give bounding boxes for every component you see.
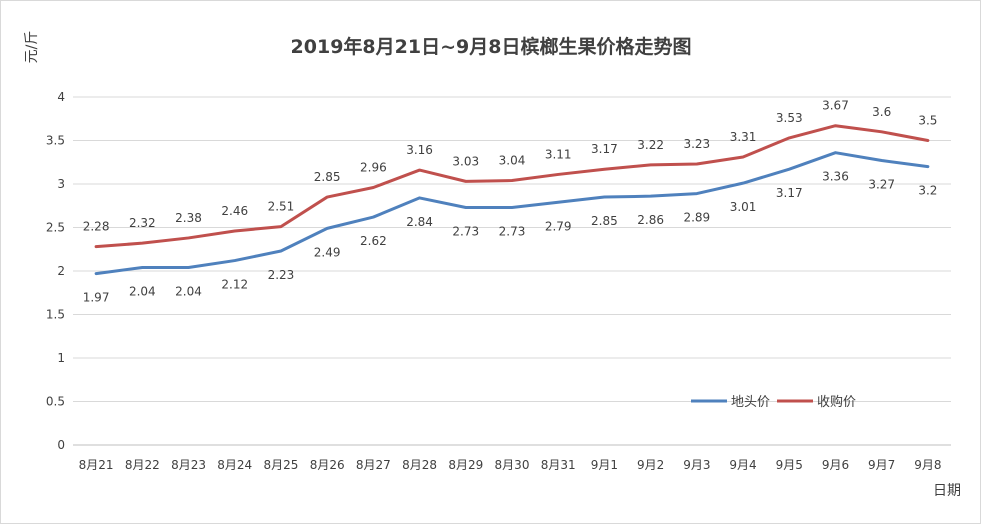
y-tick-label: 4 — [57, 90, 65, 104]
data-label: 3.67 — [822, 99, 849, 113]
data-label: 2.85 — [314, 170, 341, 184]
data-label: 2.12 — [221, 278, 248, 292]
legend: 地头价 收购价 — [691, 394, 856, 410]
series-line-2 — [94, 124, 930, 249]
data-label: 2.04 — [175, 285, 202, 299]
y-tick-label: 3.5 — [46, 134, 65, 148]
data-label: 2.73 — [499, 224, 526, 238]
data-label: 2.28 — [83, 220, 110, 234]
x-axis-ticks: 8月21 8月22 8月23 8月24 8月25 8月26 8月27 8月28 8月29 8月30… — [79, 458, 942, 472]
data-label: 3.2 — [918, 184, 937, 198]
data-label: 3.31 — [730, 130, 757, 144]
data-label: 3.16 — [406, 143, 433, 157]
legend-label: 地头价 — [731, 395, 770, 410]
data-label: 2.89 — [683, 211, 710, 225]
x-tick-label: 8月28 — [402, 458, 437, 472]
x-tick-label: 9月1 — [591, 458, 618, 472]
series-lines — [94, 124, 930, 276]
x-tick-label: 8月23 — [171, 458, 206, 472]
data-label: 3.36 — [822, 170, 849, 184]
x-tick-label: 9月2 — [637, 458, 664, 472]
data-label: 2.86 — [637, 213, 664, 227]
data-label: 3.04 — [499, 154, 526, 168]
x-tick-label: 8月29 — [448, 458, 483, 472]
data-label: 2.38 — [175, 211, 202, 225]
data-label: 2.46 — [221, 204, 248, 218]
x-tick-label: 8月21 — [79, 458, 114, 472]
y-tick-label: 3 — [57, 177, 65, 191]
data-label: 2.85 — [591, 214, 618, 228]
data-label: 2.23 — [268, 268, 295, 282]
data-label: 3.6 — [872, 105, 891, 119]
x-tick-label: 9月7 — [868, 458, 895, 472]
data-label: 3.5 — [918, 114, 937, 128]
y-tick-label: 1 — [57, 351, 65, 365]
y-tick-label: 2.5 — [46, 221, 65, 235]
x-tick-label: 8月31 — [541, 458, 576, 472]
x-tick-label: 9月3 — [683, 458, 710, 472]
series-line-1 — [94, 151, 930, 276]
data-label: 2.84 — [406, 215, 433, 229]
data-label: 3.53 — [776, 111, 803, 125]
x-tick-label: 9月5 — [776, 458, 803, 472]
legend-label: 收购价 — [817, 394, 856, 410]
data-label: 2.32 — [129, 216, 156, 230]
y-tick-label: 1.5 — [46, 308, 65, 322]
chart-title: 2019年8月21日~9月8日槟榔生果价格走势图 — [291, 35, 692, 58]
y-axis-label: 元/斤 — [24, 31, 40, 64]
x-tick-label: 8月27 — [356, 458, 391, 472]
data-labels: 1.97 2.04 2.04 2.12 2.23 2.49 2.62 2.84 2.73 2.73… — [83, 99, 938, 305]
x-axis-label: 日期 — [933, 483, 961, 499]
data-label: 3.01 — [730, 200, 757, 214]
x-tick-label: 8月30 — [495, 458, 530, 472]
data-label: 1.97 — [83, 291, 110, 305]
y-tick-label: 0 — [57, 438, 65, 452]
data-label: 2.96 — [360, 160, 387, 174]
data-label: 3.27 — [868, 178, 895, 192]
data-label: 3.17 — [776, 186, 803, 200]
data-label: 2.51 — [268, 200, 295, 214]
x-tick-label: 8月26 — [310, 458, 345, 472]
data-label: 2.62 — [360, 234, 387, 248]
y-axis-ticks: 0 0.5 1 1.5 2 2.5 3 3.5 4 — [46, 90, 65, 452]
x-tick-label: 9月6 — [822, 458, 849, 472]
data-label: 2.49 — [314, 245, 341, 259]
x-tick-label: 8月24 — [217, 458, 252, 472]
y-tick-label: 2 — [57, 264, 65, 278]
data-label: 3.23 — [683, 137, 710, 151]
x-tick-label: 8月25 — [263, 458, 298, 472]
data-label: 3.11 — [545, 147, 572, 161]
data-label: 2.04 — [129, 285, 156, 299]
x-tick-label: 9月4 — [729, 458, 756, 472]
x-tick-label: 8月22 — [125, 458, 160, 472]
x-tick-label: 9月8 — [914, 458, 941, 472]
data-label: 3.17 — [591, 142, 618, 156]
y-tick-label: 0.5 — [46, 395, 65, 409]
gridlines — [73, 96, 951, 446]
data-label: 3.22 — [637, 138, 664, 152]
data-label: 2.73 — [452, 224, 479, 238]
data-label: 3.03 — [452, 154, 479, 168]
data-label: 2.79 — [545, 219, 572, 233]
